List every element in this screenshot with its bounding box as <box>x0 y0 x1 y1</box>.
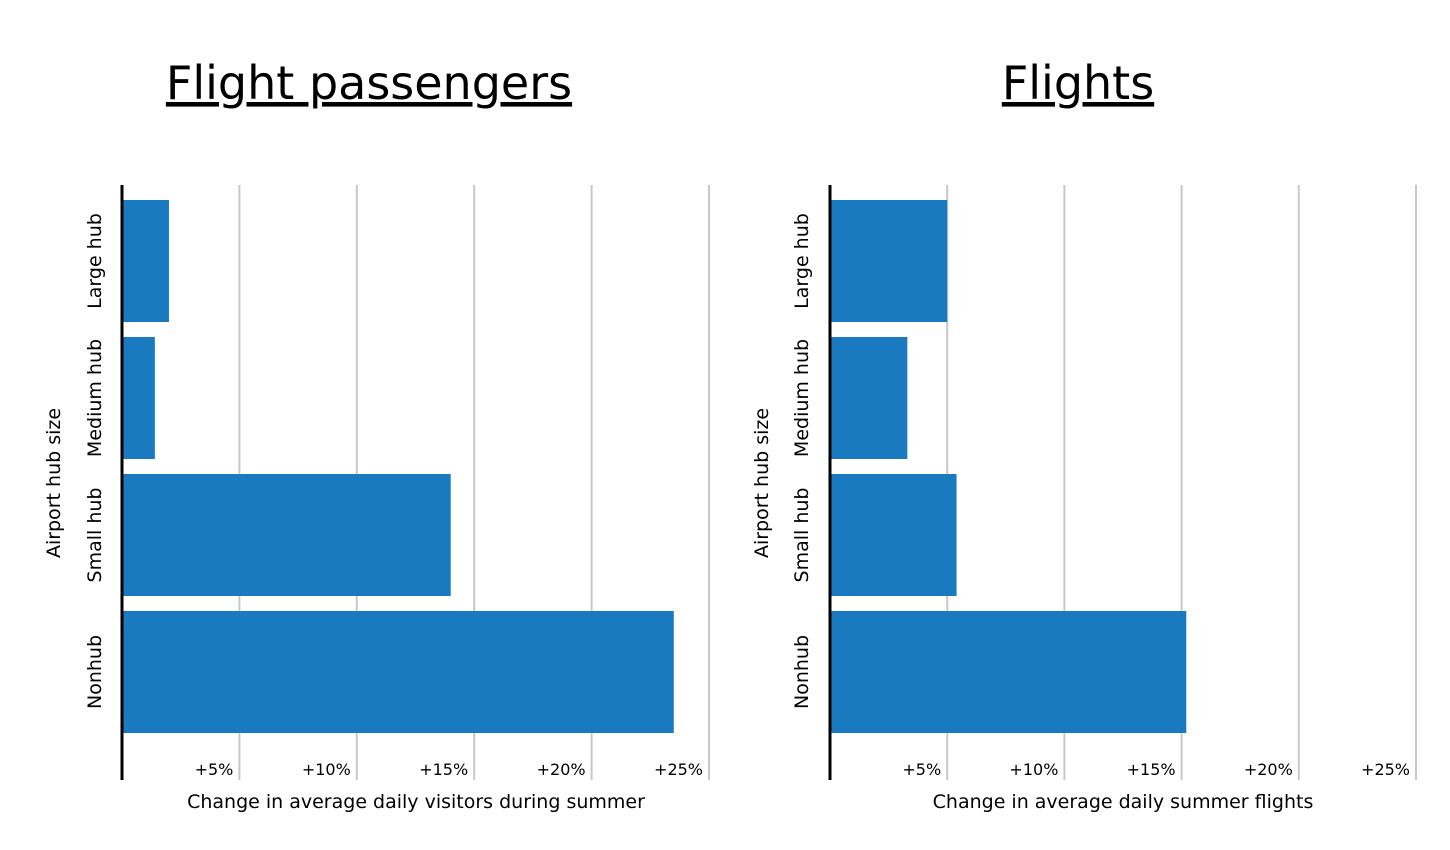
passengers-bar <box>122 337 155 459</box>
flights-bar <box>830 474 957 596</box>
passengers-tick-label: +10% <box>302 760 351 779</box>
passengers-bar <box>122 611 674 733</box>
flights-category-labels: Large hub Medium hub Small hub Nonhub <box>791 213 813 709</box>
flights-tick-label: +5% <box>902 760 941 779</box>
passengers-category-label: Small hub <box>84 488 106 583</box>
flights-tick-label: +15% <box>1127 760 1176 779</box>
passengers-tick-labels: +5% +10% +15% +20% +25% <box>195 760 703 779</box>
passengers-tick-label: +15% <box>419 760 468 779</box>
passengers-category-label: Medium hub <box>84 339 106 457</box>
flights-category-label: Large hub <box>791 213 813 309</box>
passengers-category-labels: Large hub Medium hub Small hub Nonhub <box>84 213 106 709</box>
passengers-bar <box>122 474 451 596</box>
passengers-tick-label: +25% <box>654 760 703 779</box>
passengers-bars <box>122 200 674 733</box>
passengers-y-axis-label: Airport hub size <box>43 408 65 558</box>
passengers-category-label: Large hub <box>84 213 106 309</box>
flights-bar <box>830 611 1187 733</box>
flights-x-axis-label: Change in average daily summer flights <box>933 791 1314 813</box>
flights-chart: Flights Large hub Medium hub Small hub Nonh… <box>751 56 1417 813</box>
passengers-bar <box>122 200 169 322</box>
flights-category-label: Medium hub <box>791 339 813 457</box>
passengers-x-axis-label: Change in average daily visitors during … <box>187 791 645 813</box>
flights-y-axis-label: Airport hub size <box>751 408 773 558</box>
passengers-category-label: Nonhub <box>84 635 106 709</box>
passengers-tick-label: +5% <box>195 760 234 779</box>
passengers-tick-label: +20% <box>537 760 586 779</box>
flights-tick-label: +25% <box>1361 760 1410 779</box>
flights-bar <box>830 200 948 322</box>
flights-bars <box>830 200 1187 733</box>
flights-chart-title: Flights <box>1002 56 1154 110</box>
flights-tick-labels: +5% +10% +15% +20% +25% <box>902 760 1410 779</box>
flights-tick-label: +10% <box>1009 760 1058 779</box>
passengers-chart-title: Flight passengers <box>166 56 572 110</box>
flights-bar <box>830 337 908 459</box>
passengers-chart: Flight passengers Large hub Medium hub Sma… <box>43 56 710 813</box>
flights-category-label: Small hub <box>791 488 813 583</box>
flights-category-label: Nonhub <box>791 635 813 709</box>
flights-tick-label: +20% <box>1244 760 1293 779</box>
